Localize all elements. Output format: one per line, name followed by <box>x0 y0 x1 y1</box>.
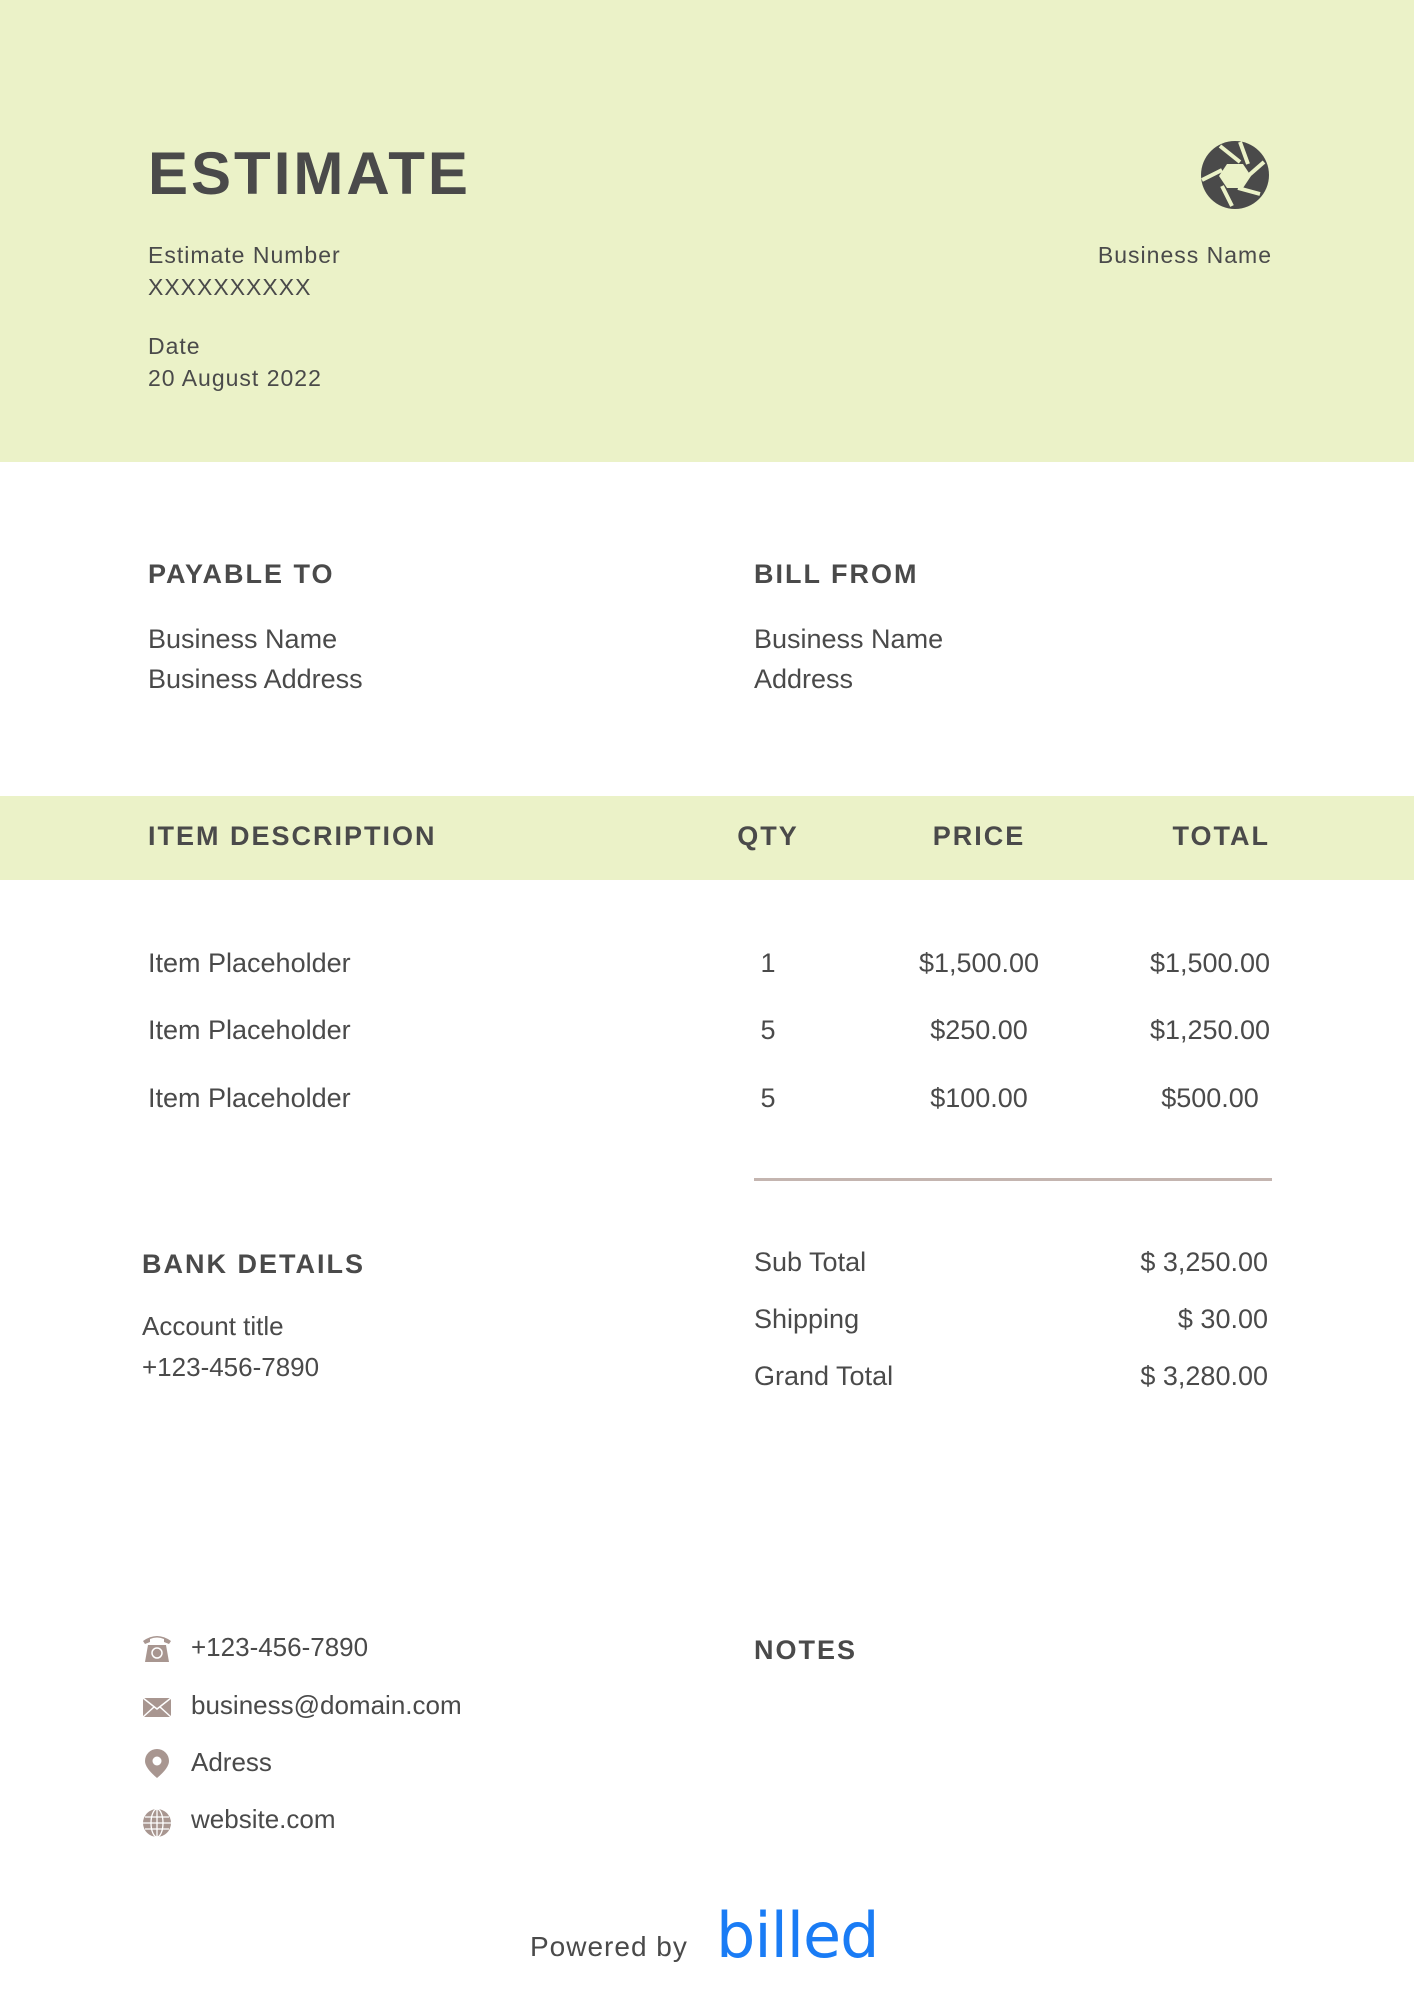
payable-to-name: Business Name <box>148 624 338 654</box>
item-description: Item Placeholder <box>148 1015 351 1045</box>
bank-phone: +123-456-7890 <box>142 1352 320 1382</box>
column-header-description: ITEM DESCRIPTION <box>148 821 437 851</box>
header-band <box>0 0 1414 462</box>
bank-account-title: Account title <box>142 1311 284 1341</box>
item-total: $1,500.00 <box>1149 948 1271 978</box>
column-header-qty: QTY <box>737 821 799 851</box>
contact-email: business@domain.com <box>191 1690 462 1720</box>
contact-phone: +123-456-7890 <box>191 1632 369 1662</box>
item-price: $250.00 <box>930 1015 1028 1045</box>
shipping-label: Shipping <box>754 1304 860 1334</box>
contact-address: Adress <box>191 1747 272 1777</box>
billed-logo[interactable]: billed <box>716 1899 880 1972</box>
grand-total-label: Grand Total <box>754 1361 894 1391</box>
item-price: $100.00 <box>930 1083 1028 1113</box>
powered-by-text: Powered by <box>530 1931 688 1962</box>
bill-from-name: Business Name <box>754 624 944 654</box>
bill-from-heading: BILL FROM <box>754 559 919 589</box>
item-total: $500.00 <box>1161 1083 1259 1113</box>
table-header-band <box>0 796 1414 880</box>
notes-heading: NOTES <box>754 1635 858 1665</box>
telephone-icon <box>143 1636 171 1662</box>
item-price: $1,500.00 <box>918 948 1040 978</box>
contact-website: website.com <box>191 1804 336 1834</box>
envelope-icon <box>142 1697 172 1718</box>
item-qty: 5 <box>760 1083 776 1113</box>
payable-to-heading: PAYABLE TO <box>148 559 335 589</box>
camera-aperture-icon <box>1201 141 1269 209</box>
column-header-total: TOTAL <box>1172 821 1270 851</box>
page-title: ESTIMATE <box>148 140 471 207</box>
business-name-header: Business Name <box>1097 242 1272 268</box>
bill-from-address: Address <box>754 664 854 694</box>
estimate-number: XXXXXXXXXX <box>148 274 312 300</box>
item-qty: 1 <box>760 948 776 978</box>
location-pin-icon <box>145 1749 169 1778</box>
column-header-price: PRICE <box>932 821 1026 851</box>
date-label: Date <box>148 333 201 359</box>
item-description: Item Placeholder <box>148 1083 351 1113</box>
date: 20 August 2022 <box>148 365 322 391</box>
payable-to-address: Business Address <box>148 664 363 694</box>
bank-details-heading: BANK DETAILS <box>142 1249 365 1279</box>
estimate-number-label: Estimate Number <box>148 242 341 268</box>
item-qty: 5 <box>760 1015 776 1045</box>
totals-divider <box>754 1178 1272 1181</box>
item-description: Item Placeholder <box>148 948 351 978</box>
globe-icon <box>143 1808 171 1838</box>
subtotal-label: Sub Total <box>754 1247 867 1277</box>
shipping-value: $ 30.00 <box>1177 1304 1268 1334</box>
grand-total-value: $ 3,280.00 <box>1140 1361 1268 1391</box>
item-total: $1,250.00 <box>1149 1015 1271 1045</box>
subtotal-value: $ 3,250.00 <box>1140 1247 1268 1277</box>
